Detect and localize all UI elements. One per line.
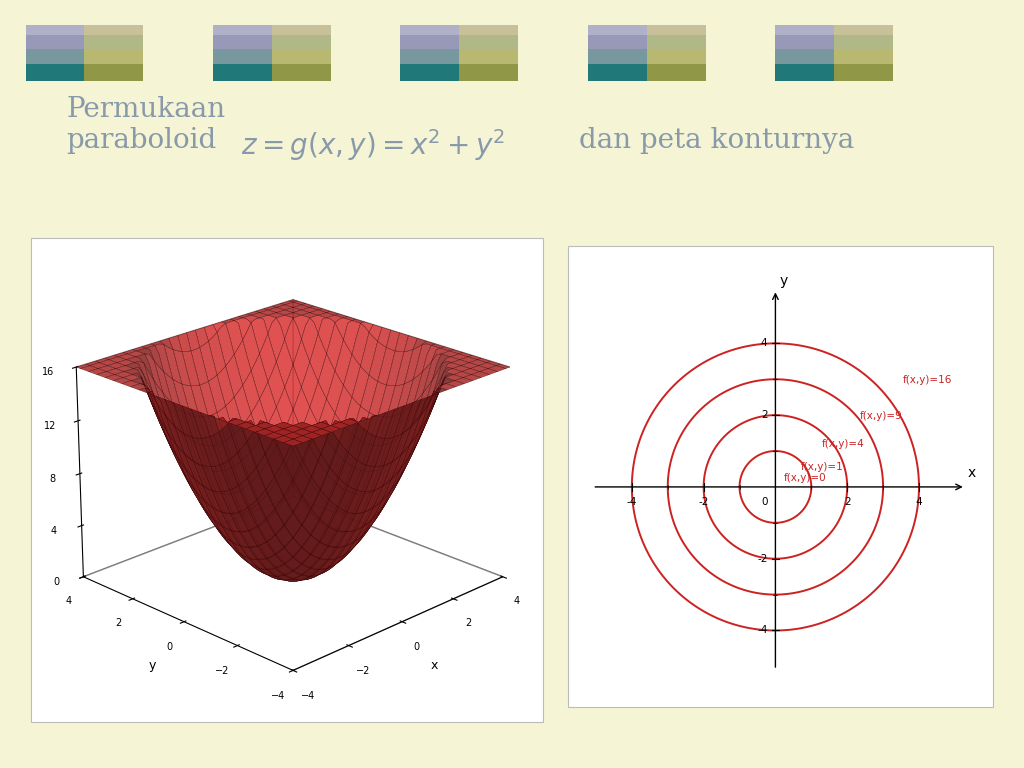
Text: 2: 2 <box>844 497 851 507</box>
Text: $z = g(x,y) = x^2 + y^2$: $z = g(x,y) = x^2 + y^2$ <box>241 127 505 163</box>
Text: 0: 0 <box>761 497 768 507</box>
Text: f(x,y)=4: f(x,y)=4 <box>822 439 865 449</box>
Y-axis label: y: y <box>148 659 156 671</box>
Text: y: y <box>779 273 788 288</box>
Text: f(x,y)=16: f(x,y)=16 <box>903 375 952 385</box>
Text: x: x <box>968 466 976 481</box>
Text: dan peta konturnya: dan peta konturnya <box>579 127 854 154</box>
Text: -2: -2 <box>757 554 768 564</box>
Text: Permukaan: Permukaan <box>67 96 225 123</box>
Text: paraboloid: paraboloid <box>67 127 217 154</box>
Text: 4: 4 <box>761 339 768 349</box>
Text: -4: -4 <box>757 625 768 635</box>
Text: 4: 4 <box>915 497 923 507</box>
Text: f(x,y)=0: f(x,y)=0 <box>783 472 826 482</box>
Text: -4: -4 <box>627 497 637 507</box>
Text: f(x,y)=1: f(x,y)=1 <box>801 462 844 472</box>
Text: -2: -2 <box>698 497 709 507</box>
Text: 2: 2 <box>761 410 768 420</box>
Text: f(x,y)=9: f(x,y)=9 <box>860 411 902 421</box>
X-axis label: x: x <box>430 659 437 671</box>
